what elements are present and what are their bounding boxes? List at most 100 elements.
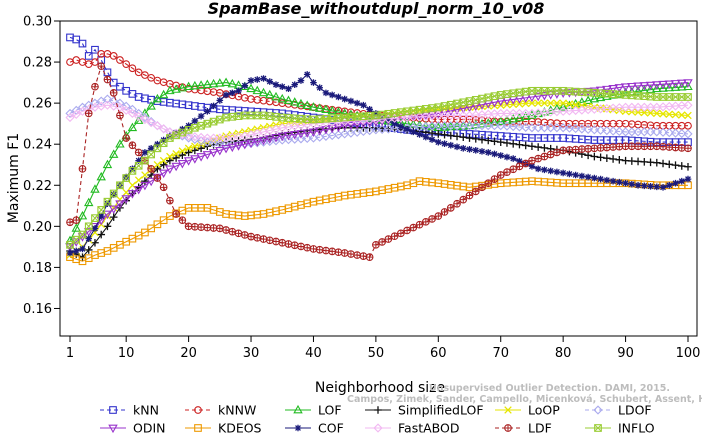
data-point [296,98,306,108]
data-point [647,182,654,190]
legend-marker [593,405,603,415]
data-point [235,87,242,95]
data-point [78,58,87,66]
data-point [316,84,323,92]
data-point [153,174,162,182]
data-point [215,78,225,87]
data-point [277,93,287,103]
data-point [497,152,505,159]
data-point [627,142,636,151]
data-point [297,242,305,251]
legend-marker [504,406,512,414]
data-point [303,243,312,252]
plot-frame [59,20,698,337]
data-point [384,235,393,243]
data-point [246,139,256,148]
data-point [584,173,592,181]
data-point [534,165,542,173]
data-point [147,150,156,159]
legend-label: kNNW [218,403,256,418]
x-tick-label: 100 [676,346,701,361]
data-point [253,233,262,242]
data-point [65,235,75,245]
data-point [396,229,405,238]
data-point [483,121,493,131]
data-point [90,184,100,193]
data-point [116,181,124,190]
data-point [577,124,587,134]
data-point [108,149,119,158]
data-point [521,159,530,168]
data-point [240,140,250,150]
data-point [190,222,199,231]
data-point [390,232,399,241]
data-point [116,111,124,120]
data-point [570,88,581,98]
data-point [359,252,368,260]
data-point [141,71,149,79]
data-point [428,136,436,143]
data-point [271,91,281,101]
data-point [334,248,343,257]
data-point [227,78,238,88]
data-point [146,118,156,128]
data-point [102,100,113,110]
y-tick-label: 0.18 [23,261,52,276]
data-point [683,129,693,139]
x-axis: 1 10 20 30 40 50 60 70 80 90 100 [66,336,701,361]
data-point [641,182,648,190]
data-point [539,107,550,116]
data-point [141,149,149,156]
data-point [84,109,93,118]
watermark-line-2: Campos, Zimek, Sander, Campello, Micenko… [347,394,702,405]
data-point [633,127,643,137]
data-point [141,177,149,185]
data-point [278,238,287,247]
data-point [353,99,361,107]
data-point [159,183,168,192]
data-point [190,155,200,164]
data-point [146,101,156,110]
data-point [639,127,649,137]
data-point [115,139,125,148]
data-point [546,123,556,133]
data-point [633,82,643,92]
data-point [153,220,162,229]
x-axis-label: Neighborhood size [315,380,445,396]
data-point [534,143,542,151]
data-point [652,83,662,93]
data-point [459,195,468,204]
data-point [558,123,568,133]
series-kdeos [66,177,692,266]
data-point [303,71,311,78]
data-point [634,181,642,189]
data-point [133,186,144,195]
legend: kNN kNNW LOF SimplifiedLOF LoOP LDOF ODIN KDEOS… [100,403,655,434]
data-point [165,165,175,174]
data-point [496,108,506,118]
data-point [277,132,287,142]
data-point [403,125,411,133]
legend-item-loop: LoOP [495,403,560,418]
data-point [66,218,74,227]
data-point [172,150,180,158]
data-point [502,115,512,124]
legend-label: ODIN [133,421,166,434]
data-point [197,223,205,232]
data-point [645,102,656,112]
data-point [472,147,480,154]
data-point [465,134,474,142]
data-point [134,111,144,122]
data-point [665,110,674,118]
data-point [602,126,612,136]
data-point [683,100,693,110]
data-point [528,156,536,165]
legend-item-inflo: INFLO [585,421,655,434]
data-point [489,121,500,131]
data-point [583,124,593,134]
x-tick-label: 90 [617,346,634,361]
data-point [159,160,168,169]
data-point [289,97,300,106]
data-point [645,84,656,93]
